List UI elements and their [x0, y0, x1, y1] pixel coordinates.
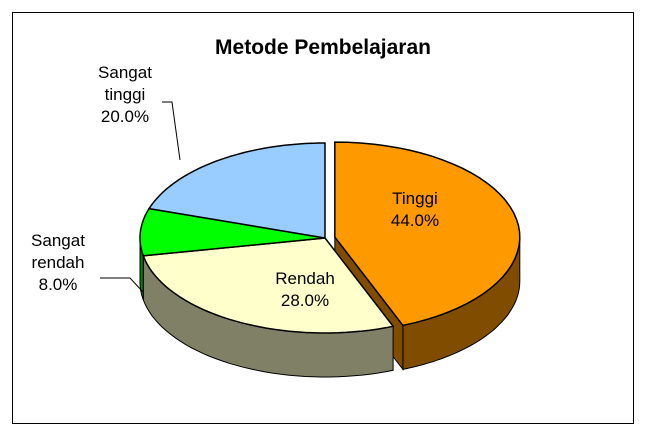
slice-label: Rendah	[275, 269, 335, 288]
slice	[334, 141, 521, 327]
chart-title: Metode Pembelajaran	[215, 36, 431, 59]
leader-line	[162, 101, 181, 161]
slice-value-label: 44.0%	[390, 211, 440, 230]
slice-value-label: 28.0%	[280, 291, 330, 310]
slice-label: Sangat tinggi	[98, 63, 152, 104]
slice-label: Tinggi	[392, 189, 438, 208]
slice-value-label: 20.0%	[100, 107, 150, 126]
slice	[147, 142, 326, 239]
leader-line	[100, 277, 144, 293]
slice	[142, 237, 395, 334]
slice-value-label: 8.0%	[38, 275, 78, 294]
slice	[139, 207, 326, 257]
slice-label: Sangat rendah	[31, 231, 85, 272]
